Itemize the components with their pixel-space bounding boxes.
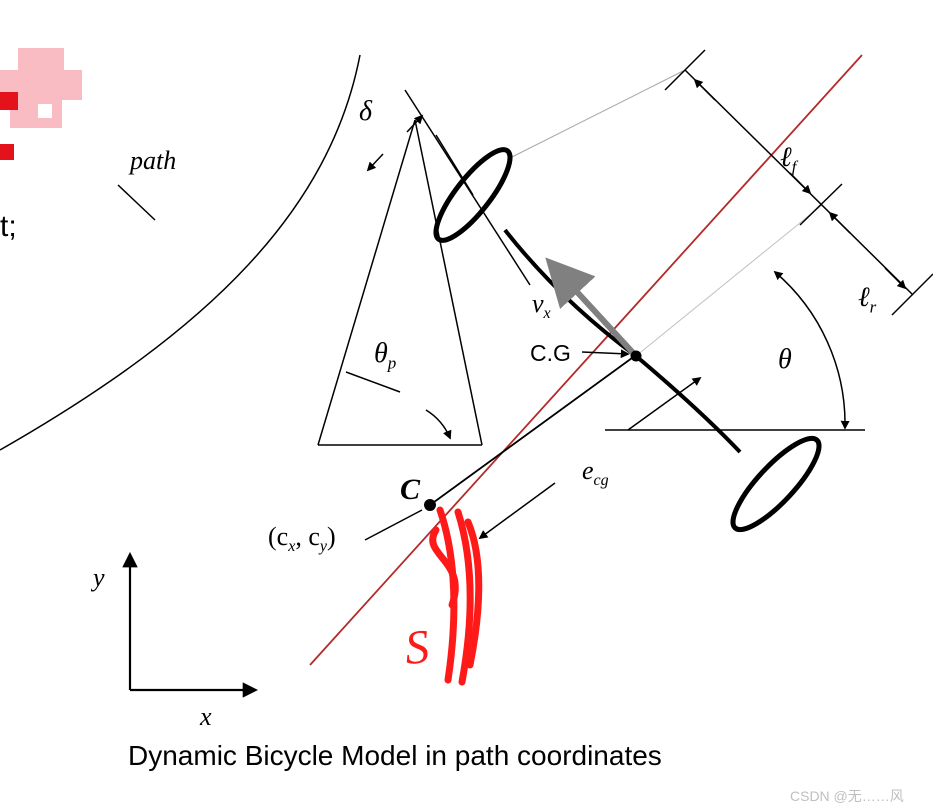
cg-label: C.G (530, 340, 571, 367)
axes (130, 555, 255, 690)
figure-caption: Dynamic Bicycle Model in path coordinate… (128, 740, 662, 772)
theta-p-label: θp (374, 338, 396, 374)
diagram-canvas (0, 0, 933, 809)
y-axis-label: y (93, 563, 105, 593)
c-label: C (400, 473, 420, 507)
cxcy-label: (cx, cy) (268, 522, 336, 556)
path-label: path (130, 146, 176, 176)
lf-label: ℓf (780, 142, 796, 178)
delta-label: δ (359, 96, 372, 128)
watermark: CSDN @无……风 (790, 786, 904, 806)
s-scribble-label: S (403, 619, 432, 676)
ecg-label: ecg (582, 456, 609, 490)
c-point (424, 499, 436, 511)
path-curve (0, 55, 360, 450)
x-axis-label: x (200, 702, 212, 732)
red-scribble (433, 510, 479, 682)
rear-wheel (722, 428, 830, 540)
t-semi: t; (0, 210, 17, 244)
theta-label: θ (778, 344, 792, 376)
lr-label: ℓr (858, 282, 876, 318)
cg-leader (582, 352, 628, 354)
steering-axis (368, 90, 530, 285)
vx-label: vx (532, 289, 551, 323)
